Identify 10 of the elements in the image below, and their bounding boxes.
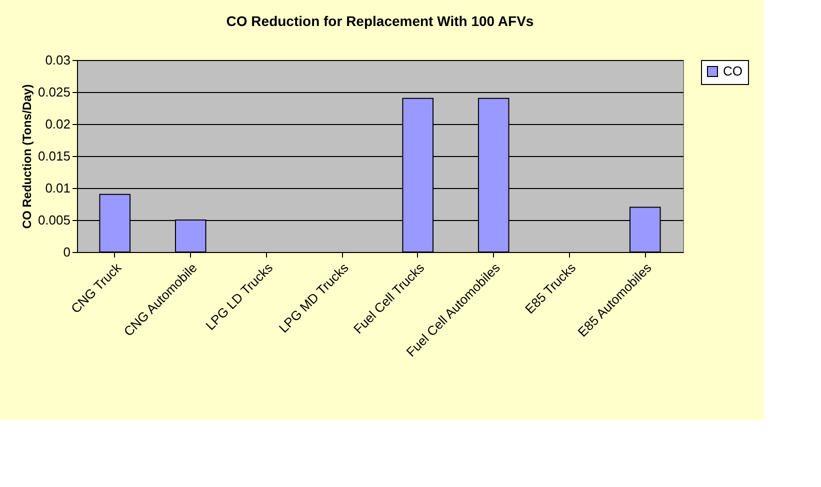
- y-tick-label: 0.02: [45, 116, 70, 132]
- chart-title: CO Reduction for Replacement With 100 AFVs: [226, 13, 534, 29]
- legend-label: CO: [723, 64, 742, 78]
- y-tick-label: 0.015: [38, 148, 70, 164]
- y-tick-label: 0.005: [38, 212, 70, 228]
- y-tick-label: 0.03: [45, 52, 70, 68]
- y-tick-label: 0.01: [45, 180, 70, 196]
- y-tick-label: 0.025: [38, 84, 70, 100]
- y-tick-label: 0: [63, 244, 70, 260]
- y-axis-title: CO Reduction (Tons/Day): [20, 84, 34, 229]
